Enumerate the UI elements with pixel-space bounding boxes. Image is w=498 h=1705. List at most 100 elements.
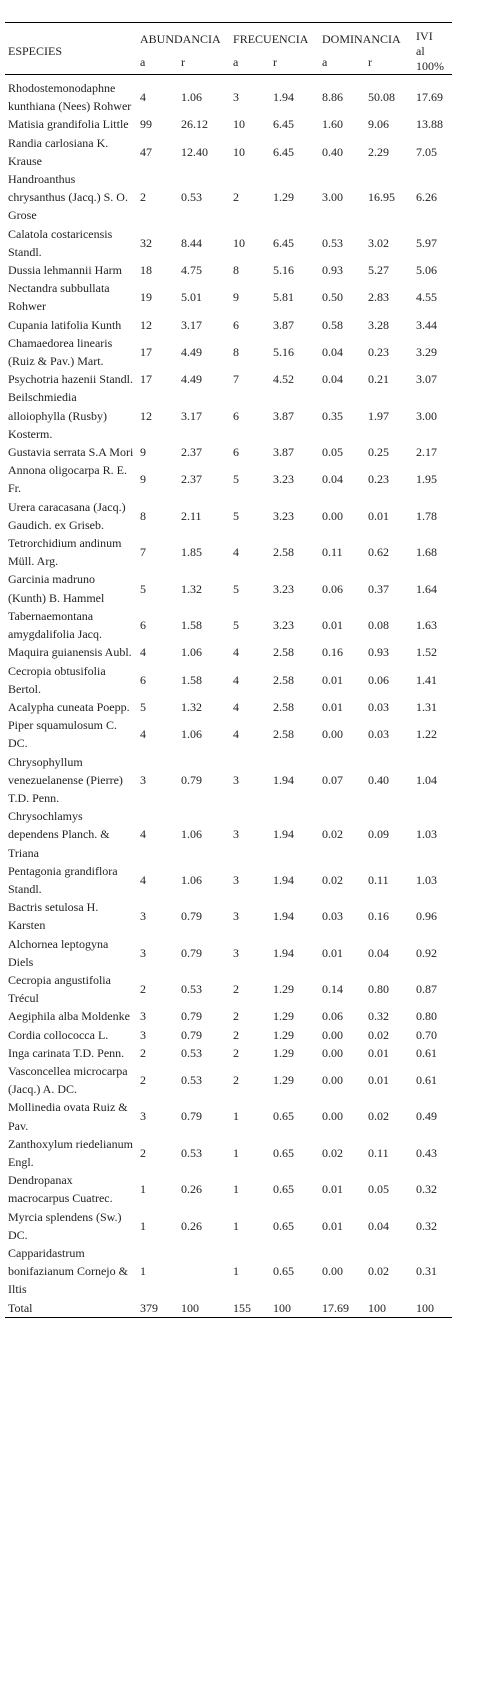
value-cell: 5.06: [416, 263, 438, 278]
value-cell: 1.52: [416, 645, 438, 660]
value-cell: 2: [233, 982, 240, 997]
value-cell: 5.81: [273, 290, 295, 305]
value-cell: 1.94: [273, 945, 295, 960]
table-row: Dendropanax macrocarpus Cuatrec. 1 0.26 1 0.…: [5, 1171, 452, 1207]
value-cell: 0.79: [181, 1027, 202, 1042]
value-cell: 0.04: [368, 945, 390, 960]
value-cell: 2.58: [273, 727, 295, 742]
value-cell: 100: [270, 1298, 320, 1318]
species-cell: Nectandra subbullata Rohwer: [8, 281, 110, 314]
species-cell: Cupania latifolia Kunth: [8, 317, 122, 332]
value-cell: 3.23: [273, 472, 295, 487]
table-row: Calatola costaricensis Standl. 32 8.44 10 6.…: [5, 225, 452, 261]
value-cell: 1.29: [273, 982, 295, 997]
value-cell: 9: [233, 290, 240, 305]
value-cell: 6: [233, 408, 240, 423]
header-cell: ESPECIES: [5, 22, 137, 75]
value-cell: 0.01: [322, 617, 344, 632]
species-cell: Handroanthus chrysanthus (Jacq.) S. O. G…: [8, 172, 128, 223]
value-cell: 1.29: [273, 1073, 295, 1088]
table-row: Inga carinata T.D. Penn. 2 0.53 2 1.29 0.00 0.…: [5, 1044, 452, 1062]
value-cell: 0.79: [181, 1109, 202, 1124]
value-cell: 0.04: [322, 344, 344, 359]
value-cell: 47: [140, 144, 152, 159]
value-cell: 0.25: [368, 445, 390, 460]
value-cell: 1.95: [416, 472, 438, 487]
table-row: Handroanthus chrysanthus (Jacq.) S. O. G…: [5, 170, 452, 225]
species-cell: Tabernaemontana amygdalifolia Jacq.: [8, 608, 102, 642]
value-cell: 2: [233, 1073, 240, 1088]
value-cell: 1.94: [273, 909, 295, 924]
value-cell: 3: [140, 1027, 146, 1042]
value-cell: 2: [140, 190, 146, 205]
value-cell: 0.79: [181, 909, 202, 924]
value-cell: 0.09: [368, 827, 390, 842]
table-row: Gustavia serrata S.A Mori 9 2.37 6 3.87 0.05 0…: [5, 443, 452, 461]
value-cell: 5: [233, 617, 240, 632]
value-cell: 4: [140, 645, 146, 660]
value-cell: 0.40: [322, 144, 344, 159]
value-cell: 2.58: [273, 672, 295, 687]
value-cell: 0.80: [368, 982, 390, 997]
species-cell: Alchornea leptogyna Diels: [8, 936, 109, 969]
value-cell: 0.35: [322, 408, 344, 423]
value-cell: 0.32: [416, 1218, 438, 1233]
value-cell: 1: [233, 1218, 240, 1233]
subheader-cell: r: [270, 48, 320, 75]
value-cell: 2: [140, 1045, 146, 1060]
table-row: Beilschmiedia alloiophylla (Rusby) Koste…: [5, 388, 452, 443]
value-cell: 1: [233, 1145, 240, 1160]
value-cell: 5.27: [368, 263, 390, 278]
value-cell: 1.06: [181, 827, 202, 842]
value-cell: 17.69: [416, 90, 444, 105]
header-text: al: [416, 44, 425, 58]
value-cell: 3: [233, 772, 240, 787]
value-cell: 0.06: [322, 581, 344, 596]
value-cell: [178, 1244, 230, 1299]
value-cell: 0.31: [416, 1264, 438, 1279]
value-cell: 3.07: [416, 372, 438, 387]
species-cell: Myrcia splendens (Sw.) DC.: [8, 1209, 122, 1242]
species-cell: Cordia collococca L.: [8, 1027, 109, 1042]
value-cell: 0.79: [181, 1009, 202, 1024]
value-cell: 3.00: [322, 190, 344, 205]
value-cell: 9: [140, 445, 146, 460]
value-cell: 50.08: [368, 90, 396, 105]
species-cell: Gustavia serrata S.A Mori: [8, 445, 134, 460]
value-cell: 1.41: [416, 672, 438, 687]
species-cell: Mollinedia ovata Ruiz & Pav.: [8, 1100, 128, 1133]
value-cell: 8.44: [181, 235, 202, 250]
value-cell: 0.11: [368, 1145, 389, 1160]
value-cell: 2.11: [181, 508, 202, 523]
value-cell: 1.29: [273, 1009, 295, 1024]
value-cell: 1.32: [181, 581, 202, 596]
table-row: Randia carlosiana K. Krause 47 12.40 10 6.45…: [5, 134, 452, 170]
species-cell: Piper squamulosum C. DC.: [8, 718, 118, 751]
species-cell: Pentagonia grandiflora Standl.: [8, 863, 118, 896]
value-cell: 2.58: [273, 645, 295, 660]
value-cell: 6.45: [273, 117, 295, 132]
value-cell: 0.93: [368, 645, 390, 660]
value-cell: 0.53: [322, 235, 344, 250]
value-cell: 1.85: [181, 545, 202, 560]
value-cell: 12.40: [181, 144, 208, 159]
value-cell: 4: [140, 827, 146, 842]
value-cell: 6: [233, 445, 240, 460]
value-cell: 17: [140, 372, 152, 387]
value-cell: 0.58: [322, 317, 344, 332]
value-cell: 2.17: [416, 445, 438, 460]
value-cell: 0.00: [322, 1264, 344, 1279]
value-cell: 0.03: [322, 909, 344, 924]
value-cell: 6: [140, 672, 146, 687]
data-table: ESPECIES ABUNDANCIA FRECUENCIA DOMINANCI…: [5, 22, 453, 1318]
table-row: Vasconcellea microcarpa (Jacq.) A. DC. 2 0…: [5, 1062, 452, 1098]
value-cell: 3.23: [273, 508, 295, 523]
value-cell: 4: [233, 645, 240, 660]
table-body: Rhodostemonodaphne kunthiana (Nees) Rohw…: [5, 75, 453, 1318]
header-cell: ABUNDANCIA: [137, 22, 231, 49]
value-cell: 0.05: [322, 445, 344, 460]
value-cell: 18: [140, 263, 152, 278]
value-cell: 2: [140, 982, 146, 997]
header-text: 100%: [416, 59, 445, 73]
species-cell: Randia carlosiana K. Krause: [8, 135, 109, 168]
